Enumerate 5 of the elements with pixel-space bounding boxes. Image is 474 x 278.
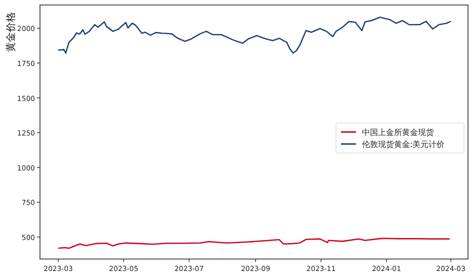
- legend-label: 伦敦现货黄金:美元计价: [362, 140, 445, 149]
- legend-label: 中国上金所黄金现货: [362, 128, 434, 137]
- y-axis-title: 黄金价格: [5, 12, 17, 52]
- line-series: [58, 16, 452, 54]
- line-series: [58, 238, 450, 249]
